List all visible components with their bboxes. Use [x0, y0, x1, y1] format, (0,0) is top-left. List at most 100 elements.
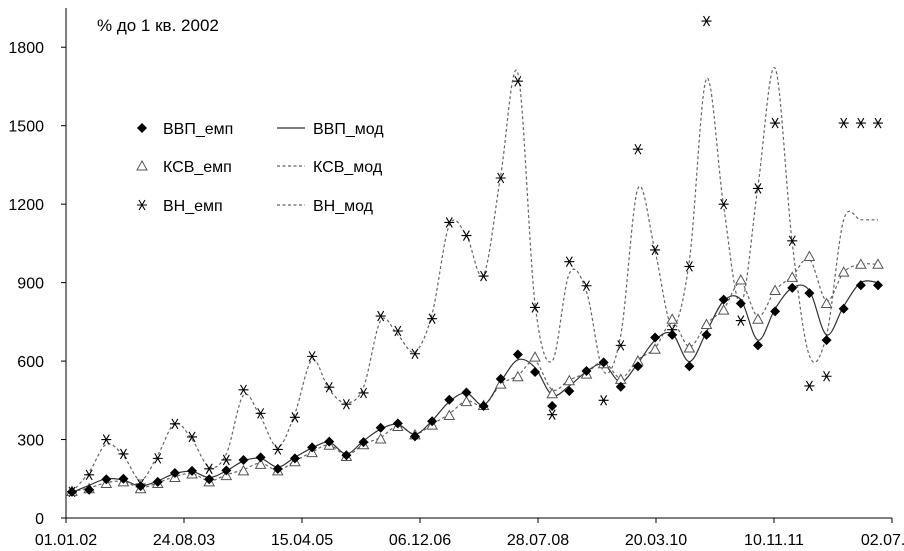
- data-point: [700, 318, 713, 329]
- data-point: [838, 117, 849, 129]
- data-point: [187, 465, 198, 476]
- legend-label: ВН_емп: [163, 198, 223, 215]
- data-point: [701, 15, 712, 27]
- x-tick-label: 24.08.03: [153, 532, 215, 549]
- data-point: [820, 297, 833, 309]
- data-point: [444, 394, 455, 405]
- data-point: [855, 258, 867, 269]
- data-point: [598, 357, 609, 368]
- data-point: [409, 348, 420, 360]
- y-tick-label: 1200: [8, 197, 44, 214]
- data-point: [803, 250, 816, 261]
- data-point: [237, 464, 250, 476]
- legend-label: ВН_мод: [313, 198, 374, 215]
- series-4: [71, 257, 879, 493]
- data-point: [650, 244, 661, 256]
- y-tick-label: 1500: [8, 119, 44, 136]
- data-point: [272, 444, 283, 455]
- data-point: [855, 280, 866, 291]
- data-point: [855, 117, 866, 129]
- data-point: [374, 432, 387, 444]
- series-line: [71, 257, 879, 493]
- data-point: [581, 366, 592, 377]
- data-point: [392, 418, 403, 429]
- legend-marker: [137, 199, 147, 211]
- data-point: [650, 332, 661, 343]
- series-1: [66, 250, 884, 496]
- data-point: [358, 437, 369, 448]
- data-point: [563, 374, 576, 386]
- series-line: [71, 67, 878, 493]
- data-point: [615, 340, 626, 351]
- data-point: [666, 313, 679, 324]
- data-point: [735, 315, 746, 326]
- y-tick-label: 300: [17, 433, 44, 450]
- data-point: [272, 463, 283, 474]
- y-tick-label: 900: [17, 276, 44, 293]
- series-2: [67, 15, 883, 498]
- legend-label: КСВ_емп: [163, 159, 232, 176]
- x-tick-label: 01.01.02: [35, 532, 97, 549]
- data-point: [135, 481, 146, 492]
- data-point: [547, 401, 558, 412]
- data-point: [460, 395, 473, 407]
- data-point: [873, 280, 883, 291]
- data-point: [324, 381, 335, 393]
- data-point: [118, 448, 129, 460]
- data-point: [529, 351, 541, 362]
- data-point: [375, 310, 386, 322]
- data-point: [632, 143, 643, 155]
- series-3: [71, 280, 879, 493]
- x-tick-label: 15.04.05: [271, 532, 333, 549]
- data-point: [67, 486, 77, 497]
- y-tick-label: 0: [35, 511, 44, 528]
- data-point: [409, 431, 420, 442]
- data-point: [770, 306, 781, 317]
- data-point: [632, 361, 643, 372]
- series-layer: [66, 15, 884, 498]
- data-point: [307, 442, 318, 453]
- data-point: [804, 288, 815, 299]
- data-point: [375, 422, 386, 433]
- data-point: [667, 329, 678, 340]
- data-point: [718, 294, 729, 305]
- data-point: [341, 398, 352, 410]
- data-point: [254, 458, 267, 469]
- data-point: [717, 304, 730, 315]
- legend-label: ВВП_емп: [163, 121, 233, 138]
- data-point: [821, 335, 832, 346]
- data-point: [495, 172, 506, 184]
- data-point: [718, 198, 729, 210]
- data-point: [512, 75, 523, 87]
- data-point: [255, 452, 266, 463]
- data-point: [169, 418, 180, 430]
- data-point: [461, 230, 472, 241]
- data-point: [101, 474, 112, 485]
- data-point: [735, 298, 746, 309]
- legend: ВВП_емп ВВП_мод КСВ_емп КСВ_мод ВН_емп ВН_мод: [136, 121, 384, 215]
- data-point: [752, 340, 763, 351]
- x-tick-label: 06.12.06: [389, 532, 451, 549]
- data-point: [873, 117, 883, 129]
- legend-marker: [137, 123, 147, 133]
- data-point: [769, 284, 781, 295]
- data-point: [701, 329, 712, 340]
- data-point: [564, 256, 575, 267]
- data-point: [461, 387, 472, 398]
- series-line: [71, 280, 879, 493]
- data-point: [443, 409, 456, 420]
- data-point: [427, 313, 438, 324]
- axes: 0 300 600 900 1200 1500 1800 01.01.02 24.08.03 15…: [8, 8, 904, 549]
- data-point: [547, 409, 558, 420]
- data-point: [238, 454, 249, 465]
- x-tick-label: 02.07.13: [861, 532, 904, 549]
- data-point: [478, 401, 489, 412]
- chart-title: % до 1 кв. 2002: [97, 16, 219, 35]
- y-tick-label: 600: [17, 354, 44, 371]
- data-point: [255, 408, 266, 419]
- data-point: [478, 270, 489, 282]
- data-point: [564, 386, 575, 397]
- data-point: [683, 341, 696, 353]
- data-point: [152, 453, 163, 464]
